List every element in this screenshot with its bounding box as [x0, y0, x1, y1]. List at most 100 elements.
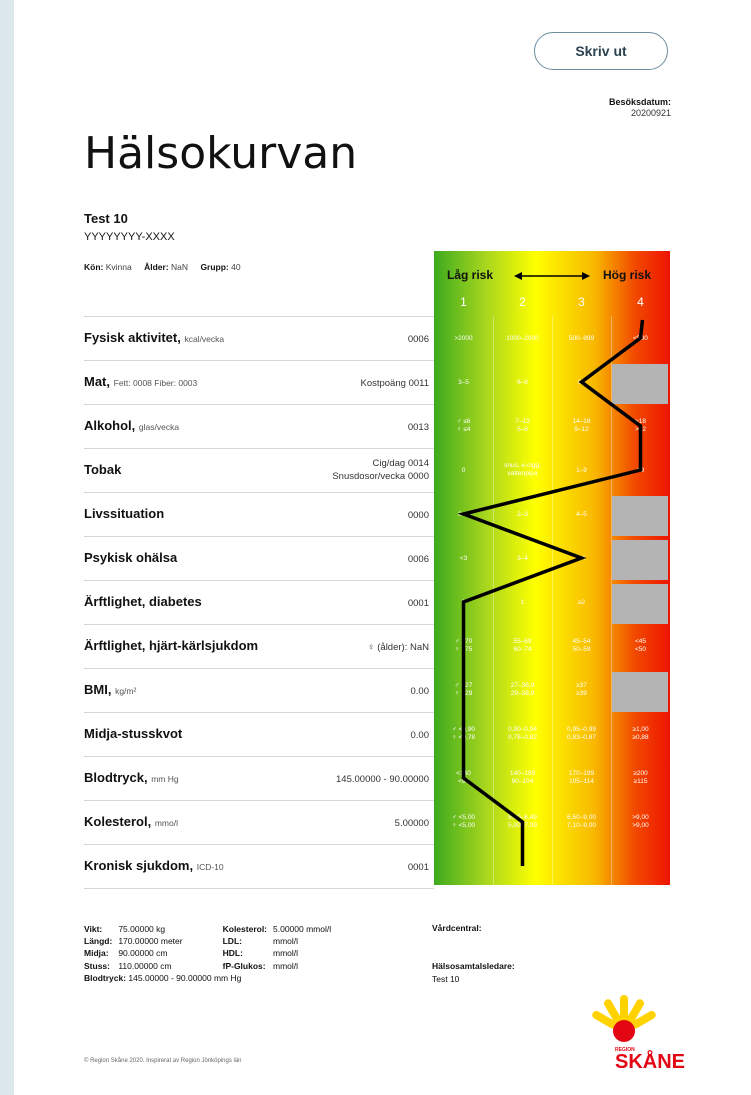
value-label: Snusdosor/vecka	[332, 471, 406, 482]
risk-high-label: Hög risk	[603, 268, 652, 282]
risk-threshold-cell: 2–3	[517, 511, 528, 518]
risk-factor-name: Mat,	[84, 374, 110, 389]
value: 0.00	[410, 686, 430, 697]
measurement-value: mmol/l	[273, 948, 299, 959]
risk-factor-label: Kolesterol, mmo/l	[84, 814, 178, 829]
risk-threshold-cell: 0,90–0,94 0,78–0,82	[508, 726, 537, 742]
value: 0006	[407, 334, 429, 345]
row-separator	[84, 492, 434, 493]
risk-factor-name: Blodtryck,	[84, 770, 148, 785]
region-skane-logo: REGION SKÅNE	[592, 995, 685, 1073]
risk-factor-unit: kcal/vecka	[184, 334, 225, 344]
risk-threshold-cell: 6,50–9,00 7,10–9,00	[567, 814, 596, 830]
risk-factor-label: Ärftlighet, diabetes	[84, 594, 202, 609]
risk-threshold-cell: >2000	[454, 335, 473, 342]
risk-factor-unit: Fett: 0008 Fiber: 0003	[113, 378, 198, 388]
measurement-label: Vikt:	[84, 924, 103, 934]
risk-column-number: 2	[519, 295, 526, 309]
risk-threshold-cell: ♂ ≤6 ♀ ≤4	[456, 418, 471, 434]
risk-factor-label: Mat, Fett: 0008 Fiber: 0003	[84, 374, 197, 389]
value: 0.00	[410, 730, 430, 741]
leader-name: Test 10	[432, 974, 460, 984]
risk-factor-label: Alkohol, glas/vecka	[84, 418, 179, 433]
measurement-value: mmol/l	[273, 960, 299, 971]
measurement-value: 170.00000 meter	[118, 936, 183, 947]
visit-date-value: 20200921	[630, 108, 671, 118]
column-divider	[493, 316, 494, 888]
risk-factor-label: Blodtryck, mm Hg	[84, 770, 179, 785]
row-separator	[84, 844, 434, 845]
risk-factor-name: Kolesterol,	[84, 814, 152, 829]
risk-factor-label: Livssituation	[84, 506, 164, 521]
logo-sun-ray	[592, 1011, 617, 1029]
risk-factor-value: 5.00000	[395, 818, 429, 829]
health-curve-line	[457, 319, 645, 866]
risk-factor-label: BMI, kg/m²	[84, 682, 136, 697]
risk-threshold-cell: 3–5	[458, 379, 469, 386]
not-applicable-cell	[612, 584, 668, 624]
risk-factor-name: Ärftlighet, diabetes	[84, 594, 202, 609]
care-center-label: Vårdcentral:	[432, 923, 482, 933]
risk-threshold-cell: 0	[461, 467, 466, 474]
bp-label: Blodtryck:	[84, 972, 127, 983]
column-divider	[611, 316, 612, 888]
measurement-label: fP-Glukos:	[222, 960, 266, 971]
value-label: Kostpoäng	[360, 378, 406, 389]
risk-threshold-cell: snus, e-cigg, vattenpipa	[504, 462, 541, 478]
measurement-label: Midja:	[84, 948, 109, 959]
risk-threshold-cell: 4–5	[576, 511, 587, 518]
row-separator	[84, 448, 434, 449]
value: 0006	[407, 554, 429, 565]
risk-factor-label: Midja-stusskvot	[84, 726, 182, 741]
row-separator	[84, 800, 434, 801]
value: 0011	[408, 378, 429, 389]
value: 0014	[407, 458, 429, 469]
not-applicable-cell	[612, 364, 668, 404]
measurement-row: Stuss: 110.00000 cm fP-Glukos: mmol/l	[84, 960, 337, 972]
risk-factor-name: Tobak	[84, 462, 122, 477]
gender-value: Kvinna	[105, 262, 132, 272]
risk-threshold-cell: 500–999	[568, 335, 595, 342]
risk-factor-value: 0000	[408, 510, 429, 521]
value: 0001	[407, 862, 429, 873]
risk-threshold-cell: <45 <50	[634, 638, 647, 654]
logo-small-text: REGION	[615, 1047, 635, 1053]
measurement-label: Stuss:	[84, 960, 110, 971]
value: 0000	[407, 471, 429, 482]
risk-threshold-cell: 27–36,9 29–38,9	[510, 682, 535, 698]
risk-threshold-cell: 14–18 9–12	[572, 418, 591, 434]
risk-factor-value: Cig/dag 0014	[372, 458, 429, 469]
risk-factor-value: 0013	[408, 422, 429, 433]
copyright: © Region Skåne 2020. Inspirerat av Regio…	[84, 1058, 242, 1064]
value: NaN	[409, 642, 429, 653]
risk-factor-label: Tobak	[84, 462, 121, 477]
measurement-value: 75.00000 kg	[118, 924, 166, 934]
row-separator	[84, 756, 434, 757]
measurement-label: Kolesterol:	[222, 924, 268, 934]
gender-label: Kön:	[84, 262, 104, 272]
risk-threshold-cell: 170–199 105–114	[568, 770, 595, 786]
measurement-label: HDL:	[222, 948, 243, 959]
risk-factor-label: Fysisk aktivitet, kcal/vecka	[84, 330, 224, 345]
value: 0001	[407, 598, 429, 609]
risk-threshold-cell: ≥37 ≥39	[576, 682, 587, 698]
not-applicable-cell	[612, 540, 668, 580]
risk-factor-label: Psykisk ohälsa	[84, 550, 177, 565]
risk-factor-unit: ICD-10	[196, 862, 224, 872]
risk-factor-value: 0.00	[411, 686, 430, 697]
risk-factor-value: 0001	[408, 862, 429, 873]
age-value: NaN	[171, 262, 189, 272]
value: 0013	[407, 422, 429, 433]
value: 145.00000 - 90.00000	[336, 774, 429, 785]
risk-threshold-cell: ≥200 ≥115	[633, 770, 648, 786]
risk-threshold-cell: 7–13 5–8	[515, 418, 530, 434]
risk-threshold-cell: ≥1,00 ≥0,88	[632, 726, 649, 742]
value-label: Cig/dag	[372, 458, 406, 469]
logo-sun-ray	[626, 999, 644, 1024]
footer-measurements: Vikt: 75.00000 kg Kolesterol: 5.00000 mmol/…	[84, 923, 337, 984]
risk-threshold-cell: ♂ <27 ♀ <29	[454, 682, 473, 698]
print-button[interactable]: Skriv ut	[534, 32, 668, 70]
risk-threshold-cell: ♂ <5,00 ♀ <5,00	[451, 814, 476, 830]
risk-threshold-cell: 1	[520, 599, 525, 606]
measurement-label: Längd:	[84, 936, 113, 947]
